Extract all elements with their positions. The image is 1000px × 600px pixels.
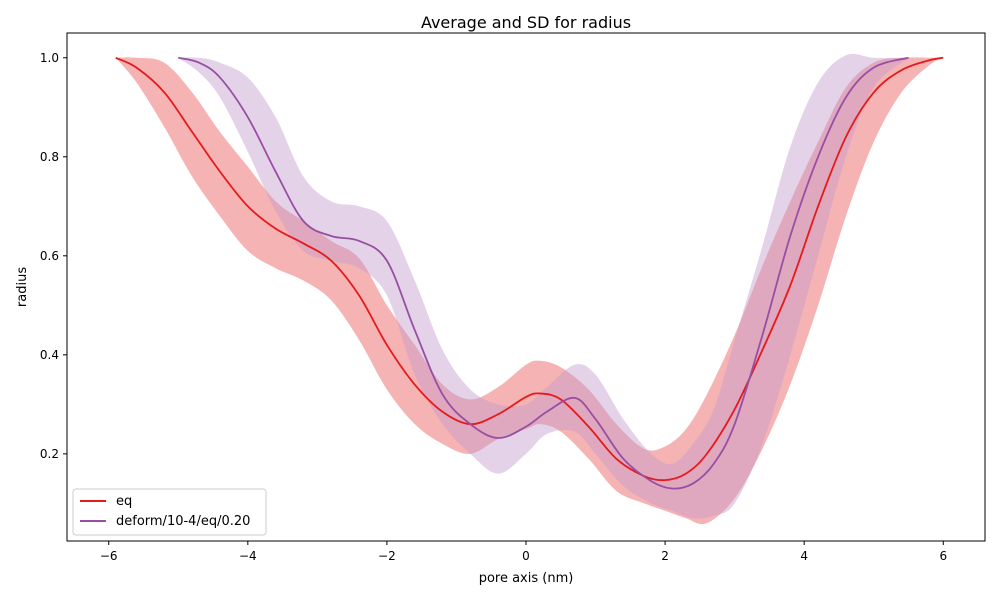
- y-tick-label: 0.6: [40, 249, 59, 263]
- y-axis-label: radius: [15, 267, 30, 307]
- x-tick-label: 6: [939, 549, 947, 563]
- series-line-eq: [115, 56, 944, 482]
- x-tick-label: 4: [800, 549, 808, 563]
- x-tick-label: −6: [100, 549, 118, 563]
- series-lines: [115, 56, 944, 490]
- legend-frame: [72, 488, 267, 536]
- sd-band-deform: [178, 53, 909, 519]
- series-line-deform: [178, 56, 909, 490]
- x-axis: −6 −4 −2 0 2 4 6: [100, 541, 947, 563]
- legend: eq deform/10-4/eq/0.20: [72, 488, 267, 536]
- x-tick-label: −2: [378, 549, 396, 563]
- legend-label-eq: eq: [116, 494, 132, 509]
- y-tick-label: 0.8: [40, 150, 59, 164]
- y-tick-label: 1.0: [40, 51, 59, 65]
- legend-label-deform: deform/10-4/eq/0.20: [116, 514, 250, 529]
- y-tick-label: 0.4: [40, 348, 59, 362]
- x-tick-label: −4: [239, 549, 257, 563]
- x-tick-label: 0: [522, 549, 530, 563]
- y-axis: 0.2 0.4 0.6 0.8 1.0: [40, 51, 67, 461]
- chart-title: Average and SD for radius: [421, 13, 631, 32]
- x-axis-label: pore axis (nm): [479, 571, 574, 586]
- y-tick-label: 0.2: [40, 447, 59, 461]
- x-tick-label: 2: [661, 549, 669, 563]
